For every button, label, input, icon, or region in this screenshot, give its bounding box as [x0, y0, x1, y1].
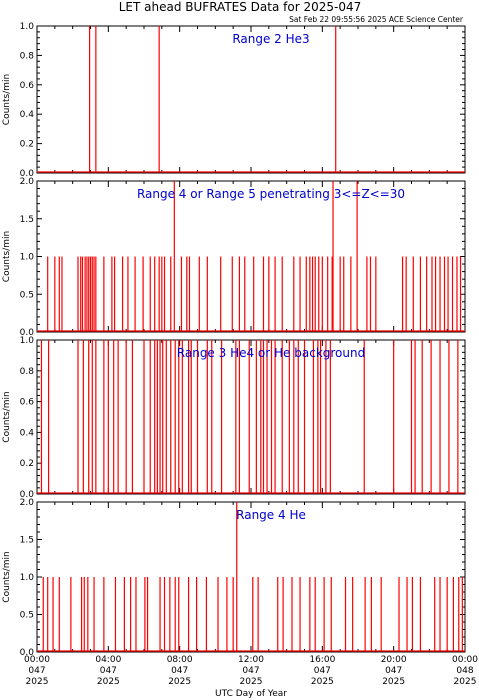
- x-tick-label-time: 04:00: [95, 655, 121, 665]
- chart-title: LET ahead BUFRATES Data for 2025-047: [119, 0, 361, 14]
- x-tick-label-doy: 047: [242, 666, 259, 676]
- x-tick-label-time: 16:00: [309, 655, 335, 665]
- panel-label: Range 3 He4 or He background: [177, 346, 365, 360]
- x-tick-label-year: 2025: [382, 677, 405, 687]
- panel-label: Range 2 He3: [232, 32, 309, 46]
- x-tick-label-time: 20:00: [381, 655, 407, 665]
- plot-frame: [36, 25, 466, 174]
- y-tick-label: 1.0: [20, 22, 35, 32]
- x-tick-label-doy: 047: [100, 666, 117, 676]
- y-tick-label: 1.5: [20, 536, 34, 546]
- panel-2: 0.0 0.5 1.0 1.5 2.0 Counts/min Range 4 or Rang…: [2, 177, 466, 338]
- y-tick-label: 0.5: [20, 290, 34, 300]
- y-tick-label: 1.0: [20, 253, 35, 263]
- y-tick-label: 0.6: [20, 81, 35, 91]
- y-tick-label: 1.0: [20, 336, 35, 346]
- panel-1: 0.0 0.2 0.4 0.6 0.8 1.0 Counts/min Range 2 He3: [2, 22, 466, 179]
- y-axis-title: Counts/min: [2, 551, 12, 602]
- x-tick-label-year: 2025: [454, 677, 477, 687]
- y-tick-label: 0.5: [20, 611, 34, 621]
- plot-frame: [36, 339, 466, 495]
- y-axis-title: Counts/min: [2, 231, 12, 282]
- y-tick-label: 0.0: [20, 169, 35, 179]
- x-tick-label-time: 08:00: [167, 655, 193, 665]
- plot-frame: [36, 501, 466, 653]
- y-tick-label: 0.8: [20, 51, 35, 61]
- y-tick-label: 0.2: [20, 140, 34, 150]
- x-tick-label-doy: 048: [456, 666, 473, 676]
- timestamp: Sat Feb 22 09:55:56 2025 ACE Science Cen…: [289, 15, 464, 24]
- y-tick-label: 0.8: [20, 367, 35, 377]
- y-tick-label: 0.4: [20, 428, 35, 438]
- panel-3: 0.0 0.2 0.4 0.6 0.8 1.0 Counts/min Range 3 He4 …: [2, 336, 466, 500]
- y-tick-label: 2.0: [20, 498, 35, 508]
- panel-label: Range 4 He: [236, 508, 306, 522]
- y-tick-label: 2.0: [20, 177, 35, 187]
- x-axis-title: UTC Day of Year: [215, 689, 287, 699]
- y-tick-label: 0.0: [20, 328, 35, 338]
- y-tick-label: 0.4: [20, 110, 35, 120]
- x-tick-label-time: 12:00: [238, 655, 264, 665]
- x-tick-label-time: 00:00: [24, 655, 50, 665]
- y-axis-title: Counts/min: [2, 74, 12, 125]
- y-tick-label: 0.2: [20, 459, 34, 469]
- y-tick-label: 0.0: [20, 648, 35, 658]
- y-tick-label: 1.5: [20, 215, 34, 225]
- x-tick-label-year: 2025: [311, 677, 334, 687]
- y-axis-title: Counts/min: [2, 391, 12, 442]
- x-tick-label-doy: 047: [385, 666, 402, 676]
- panel-4: 0.0 0.5 1.0 1.5 2.0 Counts/min Range 4 He: [2, 498, 466, 658]
- x-tick-label-year: 2025: [240, 677, 263, 687]
- y-tick-label: 0.0: [20, 490, 35, 500]
- x-tick-label-year: 2025: [26, 677, 49, 687]
- y-tick-label: 0.6: [20, 398, 35, 408]
- x-tick-label-doy: 047: [28, 666, 45, 676]
- x-tick-label-year: 2025: [97, 677, 120, 687]
- plot-frame: [36, 180, 466, 333]
- x-tick-label-doy: 047: [171, 666, 188, 676]
- y-tick-label: 1.0: [20, 573, 35, 583]
- x-tick-label-year: 2025: [168, 677, 191, 687]
- x-axis-labels: 00:00047202504:00047202508:00047202512:0…: [24, 655, 478, 687]
- x-tick-label-doy: 047: [314, 666, 331, 676]
- panel-label: Range 4 or Range 5 penetrating 3<=Z<=30: [137, 187, 405, 201]
- x-tick-label-time: 00:00: [452, 655, 478, 665]
